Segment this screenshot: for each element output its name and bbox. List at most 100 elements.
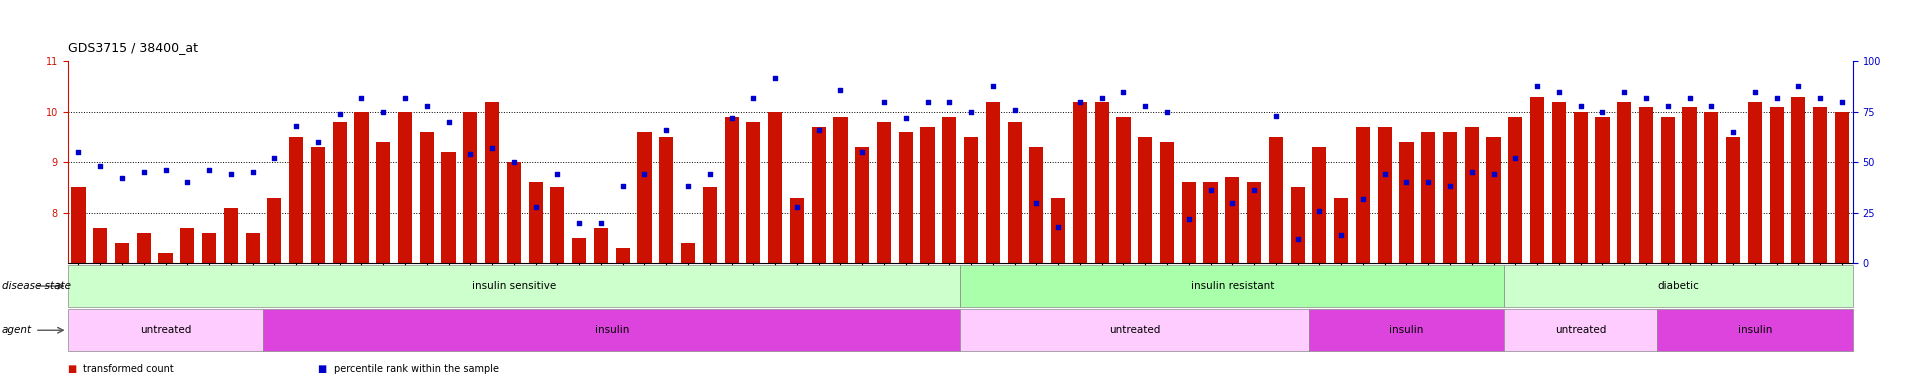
Text: insulin: insulin: [594, 325, 629, 335]
Bar: [224, 208, 237, 263]
Bar: [419, 132, 434, 263]
Point: [390, 95, 421, 101]
Bar: [789, 197, 805, 263]
Bar: [876, 122, 892, 263]
Point: [303, 139, 334, 145]
Bar: [1812, 107, 1828, 263]
Point: [216, 171, 247, 177]
Point: [672, 184, 703, 190]
Bar: [899, 132, 913, 263]
Bar: [1683, 107, 1696, 263]
Bar: [442, 152, 455, 263]
Point: [1610, 89, 1640, 95]
Bar: [1835, 112, 1849, 263]
Bar: [1291, 187, 1305, 263]
Point: [1239, 187, 1270, 194]
Bar: [1309, 309, 1505, 351]
Point: [521, 204, 552, 210]
Text: disease state: disease state: [2, 281, 71, 291]
Point: [650, 127, 681, 133]
Point: [1718, 129, 1749, 135]
Bar: [1505, 309, 1656, 351]
Bar: [1160, 142, 1173, 263]
Bar: [68, 265, 961, 307]
Text: insulin resistant: insulin resistant: [1191, 281, 1274, 291]
Bar: [942, 117, 957, 263]
Point: [1282, 236, 1312, 242]
Bar: [1204, 182, 1218, 263]
Bar: [724, 117, 739, 263]
Bar: [266, 197, 282, 263]
Point: [193, 167, 224, 174]
Bar: [571, 238, 587, 263]
Point: [1042, 223, 1073, 230]
Bar: [961, 309, 1309, 351]
Point: [106, 175, 137, 182]
Text: insulin: insulin: [1737, 325, 1772, 335]
Point: [369, 109, 400, 115]
Bar: [1486, 137, 1502, 263]
Point: [498, 159, 529, 166]
Bar: [1312, 147, 1326, 263]
Point: [1087, 95, 1117, 101]
Bar: [484, 102, 500, 263]
Bar: [1465, 127, 1478, 263]
Bar: [1444, 132, 1457, 263]
Bar: [986, 102, 1000, 263]
Point: [1260, 113, 1291, 119]
Point: [127, 169, 158, 175]
Bar: [963, 137, 979, 263]
Bar: [1639, 107, 1654, 263]
Bar: [921, 127, 934, 263]
Bar: [1247, 182, 1260, 263]
Bar: [1052, 197, 1065, 263]
Bar: [376, 142, 390, 263]
Point: [737, 95, 768, 101]
Point: [1195, 187, 1226, 194]
Bar: [311, 147, 324, 263]
Bar: [1791, 97, 1805, 263]
Point: [1326, 232, 1357, 238]
Bar: [1378, 127, 1392, 263]
Bar: [1660, 117, 1675, 263]
Point: [1434, 184, 1465, 190]
Point: [1500, 155, 1530, 161]
Point: [1696, 103, 1727, 109]
Bar: [93, 228, 108, 263]
Bar: [855, 147, 868, 263]
Bar: [158, 253, 172, 263]
Bar: [203, 233, 216, 263]
Text: insulin sensitive: insulin sensitive: [471, 281, 556, 291]
Point: [564, 220, 594, 226]
Point: [695, 171, 726, 177]
Point: [1457, 169, 1488, 175]
Bar: [508, 162, 521, 263]
Bar: [1596, 117, 1610, 263]
Point: [324, 111, 355, 117]
Bar: [1656, 309, 1853, 351]
Bar: [1007, 122, 1021, 263]
Bar: [355, 112, 369, 263]
Bar: [768, 112, 782, 263]
Bar: [179, 228, 195, 263]
Point: [432, 119, 463, 125]
Text: ■: ■: [68, 364, 79, 374]
Text: ■: ■: [318, 364, 330, 374]
Bar: [1094, 102, 1108, 263]
Point: [542, 171, 573, 177]
Bar: [1552, 102, 1565, 263]
Bar: [1226, 177, 1239, 263]
Bar: [660, 137, 674, 263]
Point: [1347, 195, 1378, 202]
Text: percentile rank within the sample: percentile rank within the sample: [334, 364, 498, 374]
Point: [1218, 200, 1249, 206]
Point: [1129, 103, 1160, 109]
Bar: [398, 112, 413, 263]
Point: [455, 151, 486, 157]
Point: [477, 145, 508, 151]
Bar: [1139, 137, 1152, 263]
Bar: [1530, 97, 1544, 263]
Bar: [1029, 147, 1044, 263]
Point: [629, 171, 660, 177]
Point: [868, 99, 899, 105]
